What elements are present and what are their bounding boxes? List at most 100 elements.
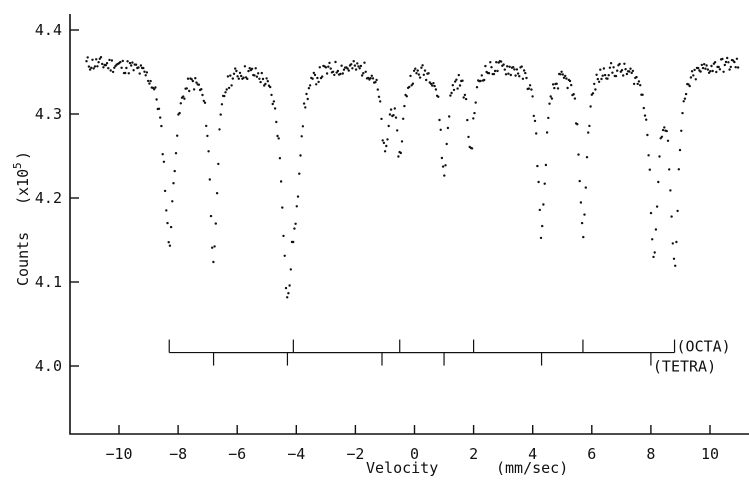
data-point [568, 79, 572, 83]
data-point [253, 74, 256, 77]
data-point [516, 72, 520, 75]
data-point [560, 70, 563, 74]
data-point [347, 69, 350, 72]
data-point [276, 134, 279, 138]
data-point [688, 84, 691, 88]
data-point [417, 73, 421, 76]
data-point [195, 81, 198, 84]
data-point [521, 77, 525, 81]
data-point [606, 77, 609, 80]
data-point [504, 73, 508, 76]
data-point [126, 60, 129, 63]
data-point [536, 164, 539, 168]
data-point [553, 86, 556, 90]
data-point [400, 140, 404, 143]
data-point [213, 245, 216, 248]
data-point [446, 126, 450, 130]
data-point [160, 124, 163, 128]
data-point [520, 65, 523, 68]
data-point [668, 168, 671, 171]
data-point [495, 61, 498, 64]
data-point [700, 63, 703, 67]
data-point [722, 70, 725, 74]
data-point [414, 67, 417, 70]
data-point [736, 66, 740, 69]
data-point [562, 76, 566, 80]
data-point [630, 71, 633, 75]
data-point [677, 168, 680, 171]
data-point [651, 238, 654, 241]
y-axis-label: Counts [14, 232, 32, 286]
data-point [507, 72, 510, 75]
data-point [168, 244, 172, 247]
data-point [336, 69, 340, 73]
data-point [104, 63, 108, 67]
data-point [445, 142, 448, 146]
data-point [231, 77, 234, 80]
x-tick-label: 4 [528, 445, 537, 463]
data-point [238, 71, 242, 75]
data-point [127, 72, 130, 75]
data-point [259, 80, 262, 84]
data-point [680, 129, 683, 132]
y-axis-title: Counts (x10 5 ) [11, 151, 32, 286]
data-point [224, 91, 227, 94]
data-point [300, 135, 303, 138]
data-point [611, 71, 614, 74]
data-point [409, 74, 412, 78]
x-tick-label: 10 [701, 445, 719, 463]
data-point [369, 77, 372, 80]
data-point [599, 68, 602, 71]
data-point [289, 268, 292, 271]
data-point [383, 150, 387, 153]
data-point [597, 80, 601, 84]
data-point [207, 150, 210, 153]
data-point [544, 163, 548, 167]
data-point [109, 69, 112, 72]
data-point [515, 68, 519, 71]
data-point [392, 114, 395, 117]
data-point [179, 102, 182, 105]
data-point [729, 65, 732, 69]
data-point [412, 69, 416, 73]
data-point [99, 56, 103, 59]
data-point [312, 71, 315, 75]
data-point [178, 111, 181, 115]
data-point [464, 97, 468, 101]
data-point [422, 73, 425, 77]
data-point [648, 168, 651, 171]
data-point [591, 92, 595, 95]
data-point [325, 72, 329, 75]
data-point [448, 115, 451, 118]
data-point [579, 201, 583, 204]
data-point [717, 65, 720, 69]
data-point [294, 222, 297, 225]
data-point [705, 64, 708, 67]
data-point [226, 75, 230, 78]
data-point [670, 215, 673, 218]
y-axis-ticks: 4.0 4.1 4.2 4.3 4.4 [35, 21, 79, 375]
data-point [622, 74, 625, 77]
data-point [489, 61, 492, 64]
x-tick-label: −6 [228, 445, 246, 463]
data-point [454, 80, 457, 83]
data-point [514, 74, 517, 77]
data-point [643, 114, 647, 117]
data-point [313, 73, 317, 77]
data-point [530, 88, 533, 91]
data-point [418, 76, 422, 79]
data-point [214, 222, 217, 225]
data-point [125, 66, 128, 70]
data-point [242, 76, 245, 79]
data-point [470, 147, 474, 150]
data-point [190, 78, 193, 81]
data-point [275, 120, 278, 124]
data-point [431, 84, 434, 87]
data-point [388, 113, 392, 116]
data-point [506, 65, 509, 68]
data-point [657, 180, 660, 184]
y-tick-label: 4.3 [35, 105, 62, 123]
data-point [669, 189, 672, 192]
data-point [385, 144, 388, 148]
data-point [227, 86, 231, 90]
